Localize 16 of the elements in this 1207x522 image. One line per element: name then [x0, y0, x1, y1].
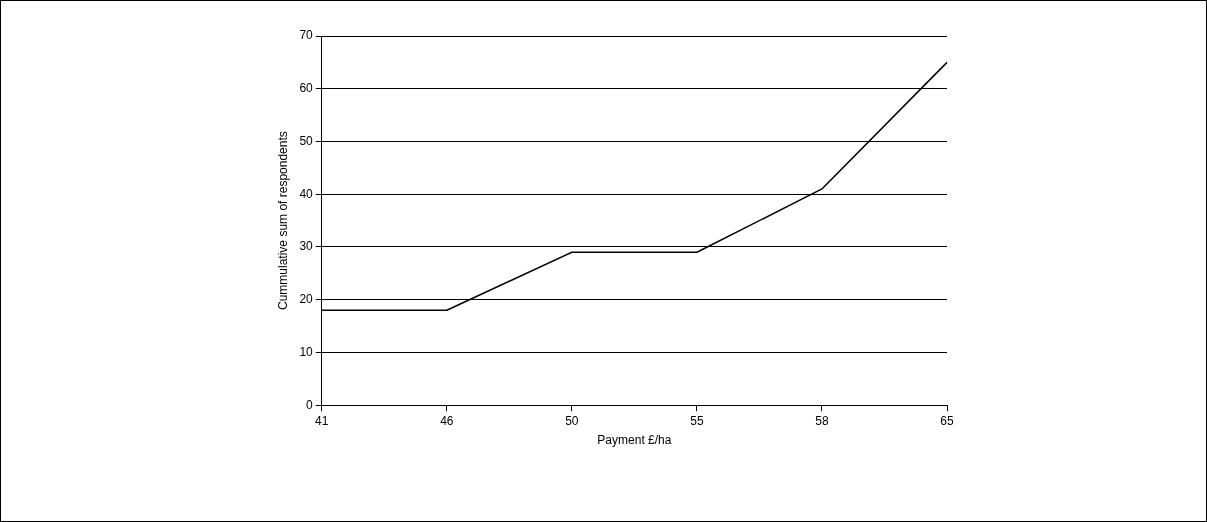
y-tick-label: 0 — [306, 397, 314, 412]
y-tick-label: 70 — [299, 28, 314, 43]
x-axis-title: Payment £/ha — [597, 433, 672, 448]
y-tick-label: 50 — [299, 133, 314, 148]
y-axis-title: Cummulative sum of respondents — [275, 131, 290, 310]
y-tick-label: 40 — [299, 186, 314, 201]
y-tick-label: 10 — [299, 344, 314, 359]
y-tick-label: 20 — [299, 292, 314, 307]
y-tick-label: 60 — [299, 81, 314, 96]
x-tick-label: 65 — [940, 413, 954, 428]
y-tick-label: 30 — [299, 239, 314, 254]
x-tick-label: 55 — [690, 413, 704, 428]
x-tick-label: 46 — [440, 413, 454, 428]
x-tick-label: 58 — [815, 413, 829, 428]
x-tick-label: 50 — [565, 413, 579, 428]
x-tick-label: 41 — [315, 413, 329, 428]
